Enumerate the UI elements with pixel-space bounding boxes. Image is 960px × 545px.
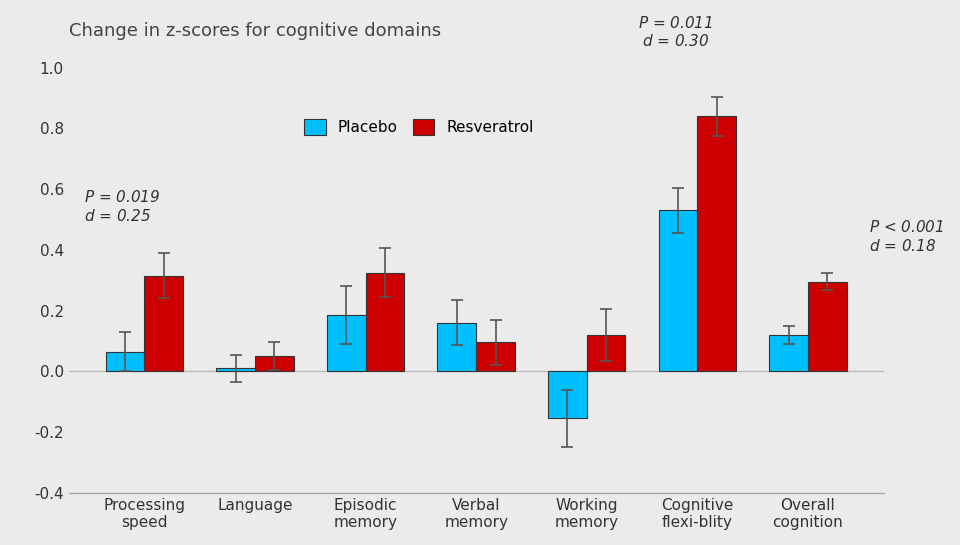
Legend: Placebo, Resveratrol: Placebo, Resveratrol (298, 113, 540, 141)
Bar (587, 335, 625, 371)
Text: $P$ = 0.019
$d$ = 0.25: $P$ = 0.019 $d$ = 0.25 (84, 189, 160, 223)
Text: $P$ < 0.001
$d$ = 0.18: $P$ < 0.001 $d$ = 0.18 (869, 220, 944, 254)
Bar (769, 335, 808, 371)
Bar (366, 272, 404, 371)
Bar (438, 323, 476, 371)
Bar (808, 282, 847, 371)
Text: $P$ = 0.011
$d$ = 0.30: $P$ = 0.011 $d$ = 0.30 (637, 15, 712, 50)
Bar (326, 315, 366, 371)
Bar (255, 356, 294, 371)
Bar (106, 352, 144, 371)
Bar (216, 368, 255, 371)
Text: Change in z-scores for cognitive domains: Change in z-scores for cognitive domains (69, 22, 441, 40)
Bar (697, 116, 736, 371)
Bar (144, 276, 183, 371)
Bar (548, 371, 587, 419)
Bar (476, 342, 515, 371)
Bar (659, 210, 697, 371)
